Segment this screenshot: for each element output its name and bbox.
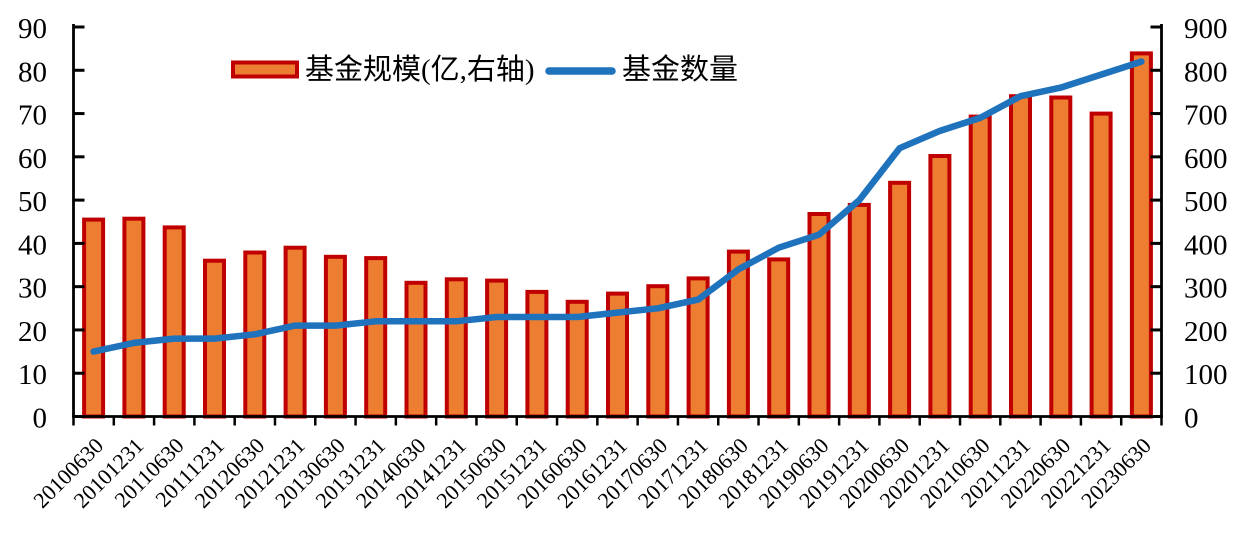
left-axis-labels: 0 10 20 30 40 50 60 70 80 90 <box>18 13 47 435</box>
left-axis-tick-label: 40 <box>18 229 47 261</box>
right-axis-tick-label: 500 <box>1184 186 1228 218</box>
right-axis-tick-label: 400 <box>1184 229 1228 261</box>
legend-bar-label: 基金规模(亿,右轴) <box>305 53 535 86</box>
line-path <box>90 58 1145 355</box>
right-axis-labels: 0 100 200 300 400 500 600 700 800 900 <box>1184 13 1228 435</box>
left-axis-tick-label: 90 <box>18 13 47 45</box>
bar <box>162 225 186 419</box>
axes <box>72 24 1163 426</box>
right-axis-tick-label: 900 <box>1184 13 1228 45</box>
bar <box>82 217 106 419</box>
bar <box>525 289 549 419</box>
bar <box>767 257 791 419</box>
bar <box>928 154 952 419</box>
right-axis-tick-label: 100 <box>1184 359 1228 391</box>
x-axis-labels: 2010063020101231201106302011123120120630… <box>28 433 1156 513</box>
bar <box>283 245 307 419</box>
right-axis-tick-label: 800 <box>1184 56 1228 88</box>
legend-bar-swatch <box>231 60 299 79</box>
right-axis-tick-label: 700 <box>1184 100 1228 132</box>
bar <box>807 212 831 419</box>
left-axis-tick-label: 50 <box>18 186 47 218</box>
bar <box>485 278 509 419</box>
right-axis-tick-label: 200 <box>1184 316 1228 348</box>
left-axis-tick-label: 80 <box>18 56 47 88</box>
bar <box>1129 51 1153 419</box>
right-axis-tick-label: 600 <box>1184 143 1228 175</box>
right-axis-tick-label: 300 <box>1184 273 1228 305</box>
legend-line-label: 基金数量 <box>622 53 738 86</box>
bar <box>404 280 428 419</box>
left-axis-tick-label: 10 <box>18 359 47 391</box>
bar-series <box>82 51 1153 419</box>
bar <box>1049 95 1073 419</box>
left-axis-tick-label: 20 <box>18 316 47 348</box>
bar <box>888 180 912 419</box>
bar <box>444 277 468 419</box>
bar <box>122 216 146 419</box>
bar <box>323 254 347 419</box>
bar <box>968 114 992 419</box>
line-series <box>90 58 1145 355</box>
legend: 基金规模(亿,右轴) 基金数量 <box>231 53 738 86</box>
bar <box>1089 111 1113 419</box>
bar <box>847 202 871 419</box>
right-axis-tick-label: 0 <box>1184 403 1199 435</box>
left-axis-tick-label: 70 <box>18 100 47 132</box>
bar <box>1009 94 1032 419</box>
left-axis-tick-label: 0 <box>33 403 48 435</box>
left-axis-tick-label: 30 <box>18 273 47 305</box>
left-axis-tick-label: 60 <box>18 143 47 175</box>
bar <box>364 256 388 419</box>
